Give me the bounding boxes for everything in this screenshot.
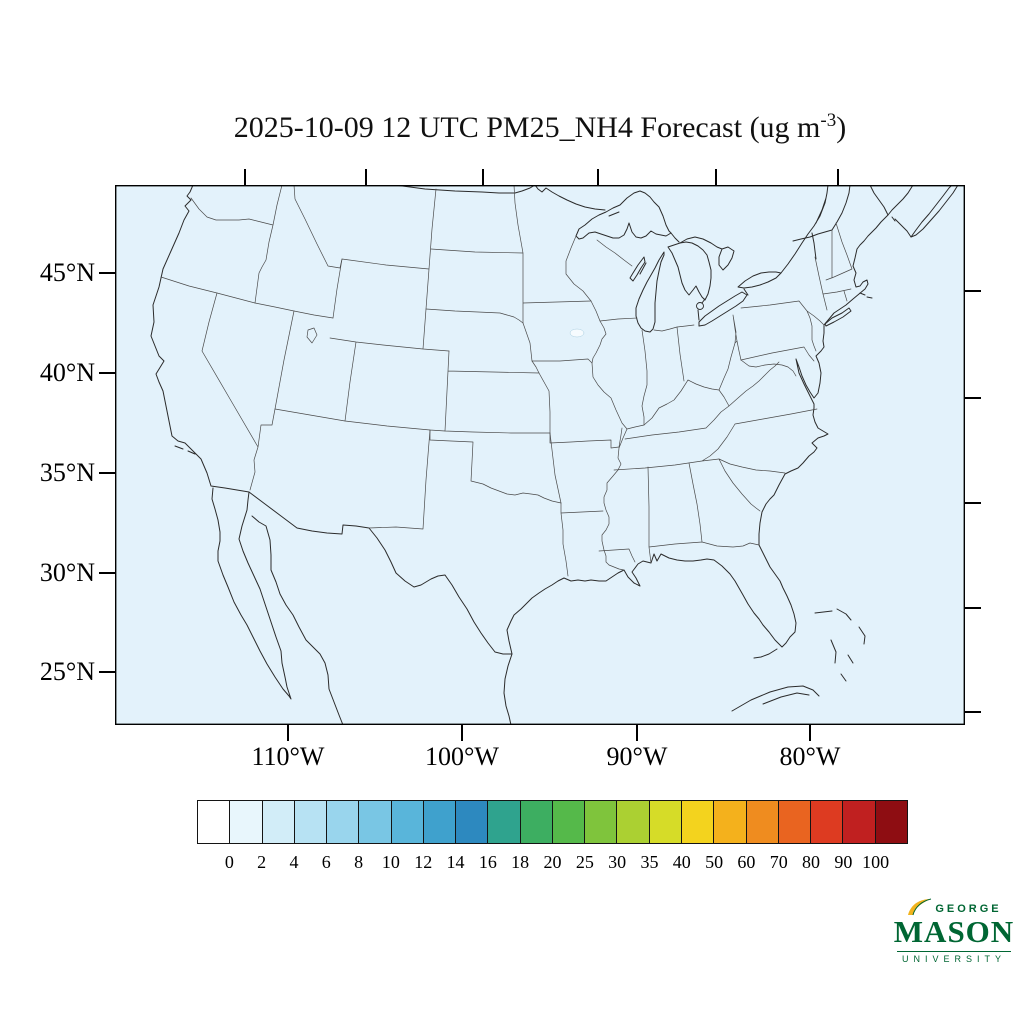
colorbar-segment — [680, 801, 714, 843]
colorbar-tick-labels: 0 2 4 6 8 10 12 14 16 18 20 25 30 35 40 50 60 70 80 90 100 — [197, 852, 908, 876]
colorbar-tick-label: 50 — [705, 852, 724, 872]
lon-tick-top — [715, 169, 717, 185]
gmu-rule — [897, 950, 1011, 953]
colorbar-segment — [745, 801, 778, 843]
title-close: ) — [836, 111, 847, 144]
gmu-leaf-icon — [908, 898, 932, 916]
lon-tick-bottom — [636, 725, 638, 741]
colorbar-tick-label: 40 — [672, 852, 691, 872]
colorbar-segment — [358, 801, 391, 843]
colorbar — [197, 800, 908, 844]
lat-tick-left — [99, 572, 115, 574]
gmu-george-text: GEORGE — [935, 903, 1002, 916]
lat-tick-right — [965, 711, 981, 713]
colorbar-segment — [229, 801, 262, 843]
colorbar-tick-label: 14 — [446, 852, 465, 872]
colorbar-segment — [261, 801, 294, 843]
colorbar-tick-label: 35 — [640, 852, 659, 872]
lat-axis-label: 25°N — [39, 657, 95, 686]
lon-axis-label: 80°W — [779, 742, 841, 771]
canada-border-layer — [394, 185, 959, 321]
page-title: 2025-10-09 12 UTC PM25_NH4 Forecast (ug … — [115, 110, 965, 145]
colorbar-tick-label: 16 — [478, 852, 497, 872]
colorbar-segment — [198, 801, 230, 843]
colorbar-segment — [777, 801, 811, 843]
lat-tick-right — [965, 502, 981, 504]
us-forecast-map — [114, 184, 965, 725]
colorbar-tick-label: 0 — [224, 852, 234, 872]
colorbar-tick-label: 60 — [737, 852, 756, 872]
mexico-coast-layer — [211, 487, 513, 725]
colorbar-segment — [810, 801, 843, 843]
colorbar-segment — [616, 801, 649, 843]
lat-tick-right — [965, 397, 981, 399]
lon-tick-top — [365, 169, 367, 185]
lon-tick-top — [597, 169, 599, 185]
colorbar-segment — [390, 801, 423, 843]
map-sea-fill — [115, 185, 965, 725]
colorbar-segment — [293, 801, 327, 843]
colorbar-segment — [326, 801, 359, 843]
colorbar-segment — [487, 801, 520, 843]
state-borders-layer — [160, 185, 853, 577]
gmu-mason-text: MASON — [893, 914, 1015, 949]
map-canvas — [114, 184, 965, 725]
colorbar-tick-label: 4 — [289, 852, 299, 872]
colorbar-segment — [713, 801, 746, 843]
great-lakes-layer — [575, 190, 782, 333]
colorbar-segment — [551, 801, 585, 843]
lat-axis-label: 45°N — [39, 258, 95, 287]
colorbar-segment — [455, 801, 488, 843]
title-text: 2025-10-09 12 UTC PM25_NH4 Forecast (ug … — [233, 111, 821, 144]
colorbar-segment — [874, 801, 907, 843]
colorbar-tick-label: 8 — [354, 852, 364, 872]
colorbar-tick-label: 20 — [543, 852, 562, 872]
colorbar-segment — [584, 801, 617, 843]
lon-tick-top — [244, 169, 246, 185]
colorbar-segment — [519, 801, 552, 843]
lon-tick-top — [482, 169, 484, 185]
gmu-logo: GEORGE MASON UNIVERSITY — [893, 898, 1015, 964]
lat-axis-label: 30°N — [39, 558, 95, 587]
lon-tick-top — [837, 169, 839, 185]
colorbar-tick-label: 25 — [575, 852, 594, 872]
colorbar-segment — [422, 801, 456, 843]
lat-tick-right — [965, 290, 981, 292]
colorbar-tick-label: 70 — [769, 852, 788, 872]
coastline-layer — [150, 185, 889, 659]
lat-tick-left — [99, 372, 115, 374]
lon-tick-bottom — [809, 725, 811, 741]
colorbar-tick-label: 2 — [257, 852, 267, 872]
lat-tick-left — [99, 671, 115, 673]
lon-axis-label: 110°W — [251, 742, 325, 771]
lon-axis-label: 100°W — [425, 742, 499, 771]
cuba-bahamas-layer — [731, 608, 866, 712]
colorbar-tick-label: 18 — [511, 852, 530, 872]
lat-tick-left — [99, 272, 115, 274]
colorbar-tick-label: 100 — [862, 852, 890, 872]
lat-axis-label: 35°N — [39, 458, 95, 487]
colorbar-tick-label: 10 — [381, 852, 400, 872]
lon-axis-label: 90°W — [606, 742, 668, 771]
lat-tick-right — [965, 607, 981, 609]
colorbar-segment — [842, 801, 875, 843]
lon-tick-bottom — [287, 725, 289, 741]
gmu-university-text: UNIVERSITY — [901, 954, 1006, 965]
colorbar-tick-label: 80 — [802, 852, 821, 872]
lat-tick-left — [99, 472, 115, 474]
colorbar-tick-label: 12 — [414, 852, 433, 872]
colorbar-tick-label: 90 — [834, 852, 853, 872]
lat-axis-label: 40°N — [39, 358, 95, 387]
lon-tick-bottom — [461, 725, 463, 741]
colorbar-tick-label: 6 — [321, 852, 331, 872]
colorbar-tick-label: 30 — [608, 852, 627, 872]
low-value-patch — [569, 328, 585, 338]
gmu-logo-top-row: GEORGE — [893, 898, 1015, 916]
colorbar-segment — [648, 801, 681, 843]
title-exponent: -3 — [820, 110, 837, 131]
map-frame — [114, 184, 965, 725]
